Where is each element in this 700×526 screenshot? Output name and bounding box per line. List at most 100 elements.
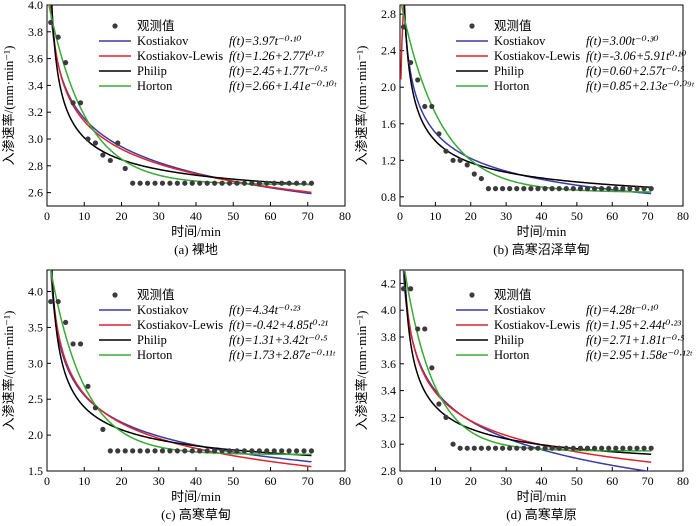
observed-point — [152, 448, 158, 454]
y-axis-label: 入渗速率/(mm·min⁻¹) — [1, 311, 16, 431]
observed-point — [182, 448, 188, 454]
legend-formula: f(t)=2.71+1.81t⁻⁰·⁵ — [586, 333, 685, 347]
observed-point — [436, 131, 442, 137]
observed-point — [301, 448, 307, 454]
y-tick-label: 2.0 — [28, 428, 43, 442]
y-tick-label: 2.8 — [381, 464, 396, 478]
observed-point — [234, 448, 240, 454]
series-line-philip — [403, 270, 652, 456]
x-tick-label: 50 — [227, 474, 239, 488]
observed-point — [167, 448, 173, 454]
observed-point — [159, 448, 166, 454]
legend-label: Kostiakov-Lewis — [137, 49, 223, 63]
observed-point — [408, 286, 414, 292]
observed-point — [627, 186, 633, 192]
observed-point — [204, 180, 210, 186]
observed-point — [256, 448, 262, 454]
observed-point — [577, 445, 584, 451]
observed-point — [648, 445, 654, 451]
observed-point — [264, 448, 270, 454]
legend-formula: f(t)=0.85+2.13e⁻⁰·⁰⁹ᵗ — [586, 79, 695, 93]
x-tick-label: 40 — [190, 209, 202, 223]
y-tick-label: 2.6 — [28, 186, 43, 200]
observed-point — [429, 365, 435, 371]
observed-point — [563, 186, 569, 192]
observed-point — [241, 180, 248, 186]
observed-point — [535, 445, 541, 451]
legend-formula: f(t)=4.34t⁻⁰·²³ — [229, 303, 301, 317]
observed-point — [599, 445, 605, 451]
legend-formula: f(t)=2.66+1.41e⁻⁰·¹⁰ᵗ — [229, 79, 337, 93]
legend-formula: f(t)=-0.42+4.85t⁰·²¹ — [229, 318, 328, 332]
y-tick-label: 1.6 — [381, 117, 396, 131]
observed-point — [400, 24, 407, 30]
chart-panel-4: 0 10 20 30 40 50 60 70 80 2.8 3.0 3.2 3.4 3.6 3.8 4.0 4.… — [354, 269, 693, 522]
legend-label: Kostiakov — [137, 34, 189, 48]
observed-point — [570, 445, 576, 451]
series-line-horton — [400, 5, 652, 193]
observed-point — [429, 103, 435, 110]
observed-point — [308, 448, 315, 454]
observed-point — [137, 448, 143, 454]
observed-point — [286, 448, 292, 454]
observed-point — [514, 445, 520, 451]
x-tick-label: 10 — [78, 474, 90, 488]
observed-point — [613, 186, 619, 192]
observed-points — [48, 19, 315, 186]
observed-point — [256, 180, 262, 186]
x-tick-label: 30 — [500, 209, 512, 223]
observed-point — [85, 136, 91, 142]
observed-point — [606, 445, 612, 451]
legend-label: Kostiakov — [494, 303, 546, 317]
observed-point — [70, 341, 76, 347]
observed-point — [279, 448, 285, 454]
legend-label: Philip — [137, 333, 167, 347]
x-tick-label: 70 — [302, 474, 314, 488]
observed-point — [443, 148, 449, 154]
observed-point — [197, 180, 203, 186]
observed-point — [115, 140, 121, 146]
chart-panel-2: 0 10 20 30 40 50 60 70 80 0.8 1.2 1.6 2.0 2.4 2.8 时间/mi… — [354, 4, 695, 257]
legend-formula: f(t)=4.28t⁻⁰·¹⁰ — [586, 303, 659, 317]
x-tick-label: 40 — [536, 474, 548, 488]
legend-formula: f(t)=3.00t⁻⁰·³⁰ — [586, 34, 659, 48]
observed-point — [478, 445, 484, 451]
observed-point — [584, 186, 591, 192]
observed-point — [130, 180, 136, 186]
observed-point — [137, 180, 143, 186]
observed-point — [471, 445, 477, 451]
observed-point — [189, 180, 195, 186]
x-tick-label: 40 — [536, 209, 548, 223]
x-tick-label: 0 — [44, 474, 50, 488]
observed-point — [159, 180, 166, 186]
observed-point — [408, 59, 414, 66]
observed-point — [226, 448, 233, 454]
observed-point — [122, 448, 128, 454]
observed-point — [182, 180, 188, 186]
legend-formula: f(t)=0.60+2.57t⁻⁰·⁵ — [586, 64, 685, 78]
observed-point — [422, 103, 428, 110]
observed-point — [293, 180, 300, 186]
legend-formula: f(t)=2.45+1.77t⁻⁰·⁵ — [229, 64, 328, 78]
observed-point — [286, 180, 292, 186]
observed-point — [219, 180, 225, 186]
y-tick-label: 3.6 — [28, 52, 43, 66]
observed-point — [613, 445, 619, 451]
legend-label: Kostiakov-Lewis — [494, 49, 580, 63]
observed-point — [549, 186, 555, 192]
observed-point — [197, 448, 203, 454]
observed-point — [115, 448, 121, 454]
observed-point — [301, 180, 307, 186]
legend-label: Philip — [137, 64, 167, 78]
observed-point — [212, 180, 218, 186]
observed-point — [570, 186, 576, 192]
x-axis-label: 时间/min — [171, 489, 221, 504]
x-axis-label: 时间/min — [517, 489, 567, 504]
x-tick-label: 60 — [606, 209, 618, 223]
observed-point — [144, 448, 151, 454]
observed-point — [92, 405, 99, 411]
observed-point — [152, 180, 158, 186]
observed-point — [92, 140, 99, 146]
y-tick-label: 3.2 — [28, 105, 43, 119]
